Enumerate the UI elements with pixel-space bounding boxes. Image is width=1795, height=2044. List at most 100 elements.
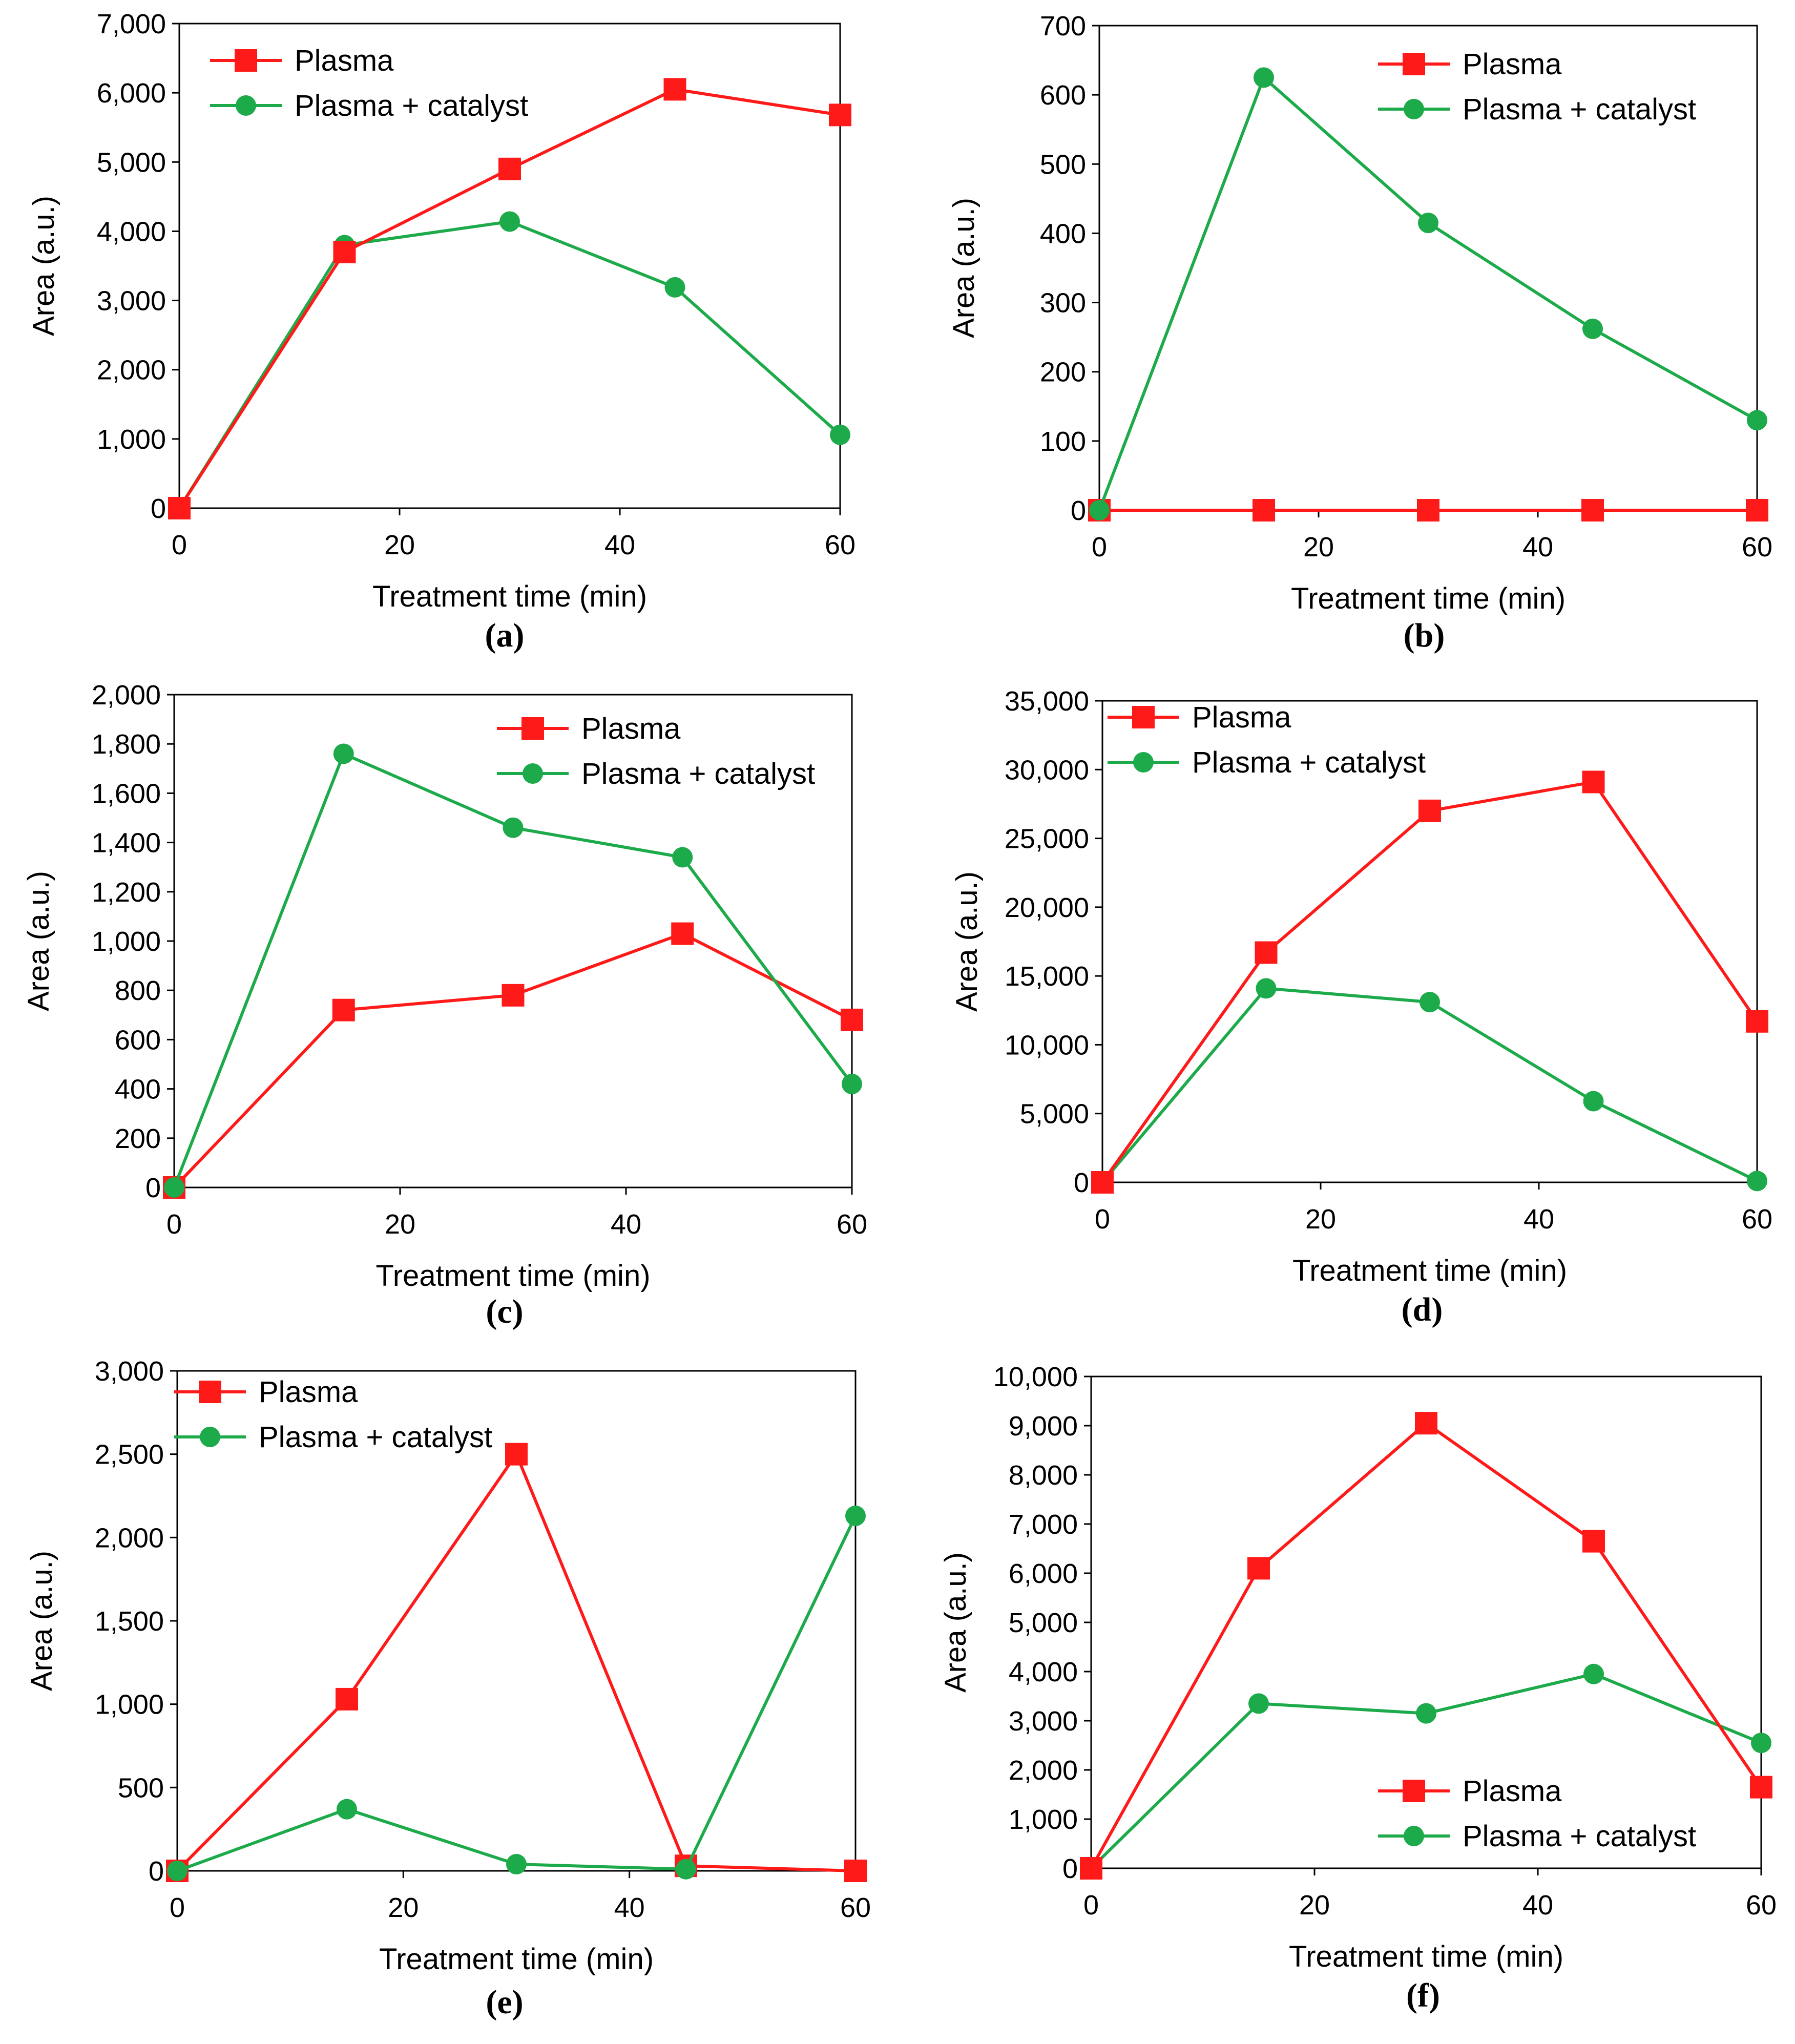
data-point: [333, 743, 354, 764]
x-tick-label: 0: [1095, 1204, 1110, 1235]
y-tick-label: 500: [1040, 149, 1086, 180]
data-point: [844, 1860, 867, 1882]
y-tick-label: 10,000: [993, 1362, 1078, 1392]
y-tick-label: 700: [1040, 11, 1086, 41]
y-tick-label: 15,000: [1005, 961, 1089, 992]
series-line: [176, 1452, 856, 1872]
data-point: [1581, 499, 1604, 522]
data-point: [164, 1177, 184, 1198]
y-tick-label: 5,000: [1020, 1099, 1089, 1130]
y-tick-label: 6,000: [1009, 1558, 1078, 1589]
data-point: [332, 998, 355, 1021]
series-line: [173, 932, 853, 1189]
series-plasma: [168, 78, 851, 519]
y-tick-label: 3,000: [97, 286, 166, 317]
series-plasma-catalyst: [164, 743, 862, 1198]
data-point: [676, 1859, 696, 1880]
data-point: [505, 1443, 528, 1466]
data-point: [1080, 1857, 1102, 1880]
legend-label: Plasma: [1192, 701, 1291, 734]
data-point: [663, 78, 686, 101]
x-axis-title: Treatment time (min): [379, 1943, 654, 1976]
y-tick-label: 2,000: [92, 680, 161, 711]
x-tick-label: 0: [1083, 1890, 1099, 1921]
legend: Plasma Plasma + catalyst: [210, 44, 528, 122]
plot-frame: [1101, 700, 1758, 1183]
y-tick-label: 1,000: [97, 424, 166, 455]
series-plasma-catalyst: [1092, 978, 1767, 1193]
series-plasma-catalyst: [1089, 67, 1767, 520]
data-point: [672, 847, 693, 868]
legend-label: Plasma: [295, 44, 394, 77]
y-axis-title: Area (a.u.): [25, 1551, 58, 1691]
x-axis-title: Treatment time (min): [1292, 1254, 1567, 1287]
data-point: [845, 1506, 866, 1527]
legend-label: Plasma: [1463, 1775, 1562, 1808]
series-line: [1098, 76, 1758, 511]
data-point: [336, 1687, 358, 1711]
legend-label: Plasma + catalyst: [295, 89, 528, 122]
x-tick-label: 20: [385, 1209, 415, 1240]
series-plasma: [1088, 499, 1768, 522]
data-point: [1415, 1412, 1437, 1435]
data-point: [1254, 67, 1274, 88]
y-tick-label: 1,000: [1009, 1804, 1078, 1835]
series-plasma-catalyst: [167, 1506, 866, 1881]
panel-label: (c): [486, 1293, 523, 1330]
data-point: [333, 240, 356, 263]
data-point: [1746, 1010, 1768, 1033]
y-axis-title: Area (a.u.): [939, 1552, 972, 1693]
panel-c: 02004006008001,0001,2001,4001,6001,8002,…: [22, 680, 867, 1330]
y-tick-label: 6,000: [97, 78, 166, 109]
data-point: [499, 211, 520, 232]
legend-marker: [521, 717, 544, 740]
data-point: [337, 1799, 357, 1820]
data-point: [1582, 770, 1605, 794]
legend-label: Plasma + catalyst: [581, 757, 815, 790]
panel-f: 0 1,000 2,000 3,000 4,000 5,000 6,000 7,000 8,00…: [939, 1362, 1777, 2014]
data-point: [1420, 992, 1440, 1013]
y-tick-label: 1,600: [92, 778, 161, 809]
x-tick-label: 20: [388, 1892, 419, 1923]
data-point: [506, 1853, 527, 1874]
legend-marker: [1403, 53, 1425, 75]
y-tick-label: 4,000: [1009, 1657, 1078, 1687]
x-tick-label: 20: [1299, 1890, 1330, 1921]
x-tick-label: 20: [1305, 1204, 1336, 1235]
series-plasma: [166, 1443, 867, 1882]
x-tick-label: 60: [1742, 1204, 1772, 1235]
y-tick-label: 5,000: [1009, 1608, 1078, 1638]
y-tick-label: 2,500: [95, 1440, 164, 1470]
legend-marker: [1132, 706, 1155, 728]
x-tick-label: 0: [172, 530, 187, 560]
series-plasma: [1080, 1412, 1772, 1880]
y-tick-label: 0: [145, 1173, 161, 1203]
data-point: [1418, 213, 1438, 234]
legend: Plasma Plasma + catalyst: [1378, 1775, 1696, 1853]
y-tick-label: 9,000: [1009, 1411, 1078, 1442]
series-line: [176, 1515, 857, 1872]
data-point: [502, 984, 525, 1007]
y-tick-label: 200: [115, 1123, 161, 1154]
data-point: [503, 817, 524, 838]
y-tick-label: 1,400: [92, 828, 161, 859]
x-tick-label: 60: [1742, 532, 1772, 562]
panel-label: (a): [485, 617, 525, 654]
data-point: [1582, 318, 1603, 339]
x-tick-label: 0: [1092, 532, 1107, 562]
x-tick-label: 40: [611, 1209, 641, 1240]
legend-marker: [1403, 1780, 1425, 1802]
series-line: [178, 220, 841, 509]
x-tick-label: 20: [1303, 532, 1334, 562]
series-plasma: [1091, 770, 1768, 1194]
y-tick-label: 500: [118, 1772, 164, 1803]
data-point: [1418, 799, 1441, 822]
legend-label: Plasma: [259, 1375, 358, 1409]
y-tick-label: 7,000: [97, 9, 166, 39]
x-tick-label: 20: [384, 530, 415, 560]
x-tick-label: 60: [840, 1892, 871, 1923]
data-point: [664, 277, 685, 298]
y-tick-label: 0: [1074, 1167, 1089, 1198]
y-tick-label: 8,000: [1009, 1460, 1078, 1491]
y-tick-label: 400: [1040, 218, 1086, 249]
